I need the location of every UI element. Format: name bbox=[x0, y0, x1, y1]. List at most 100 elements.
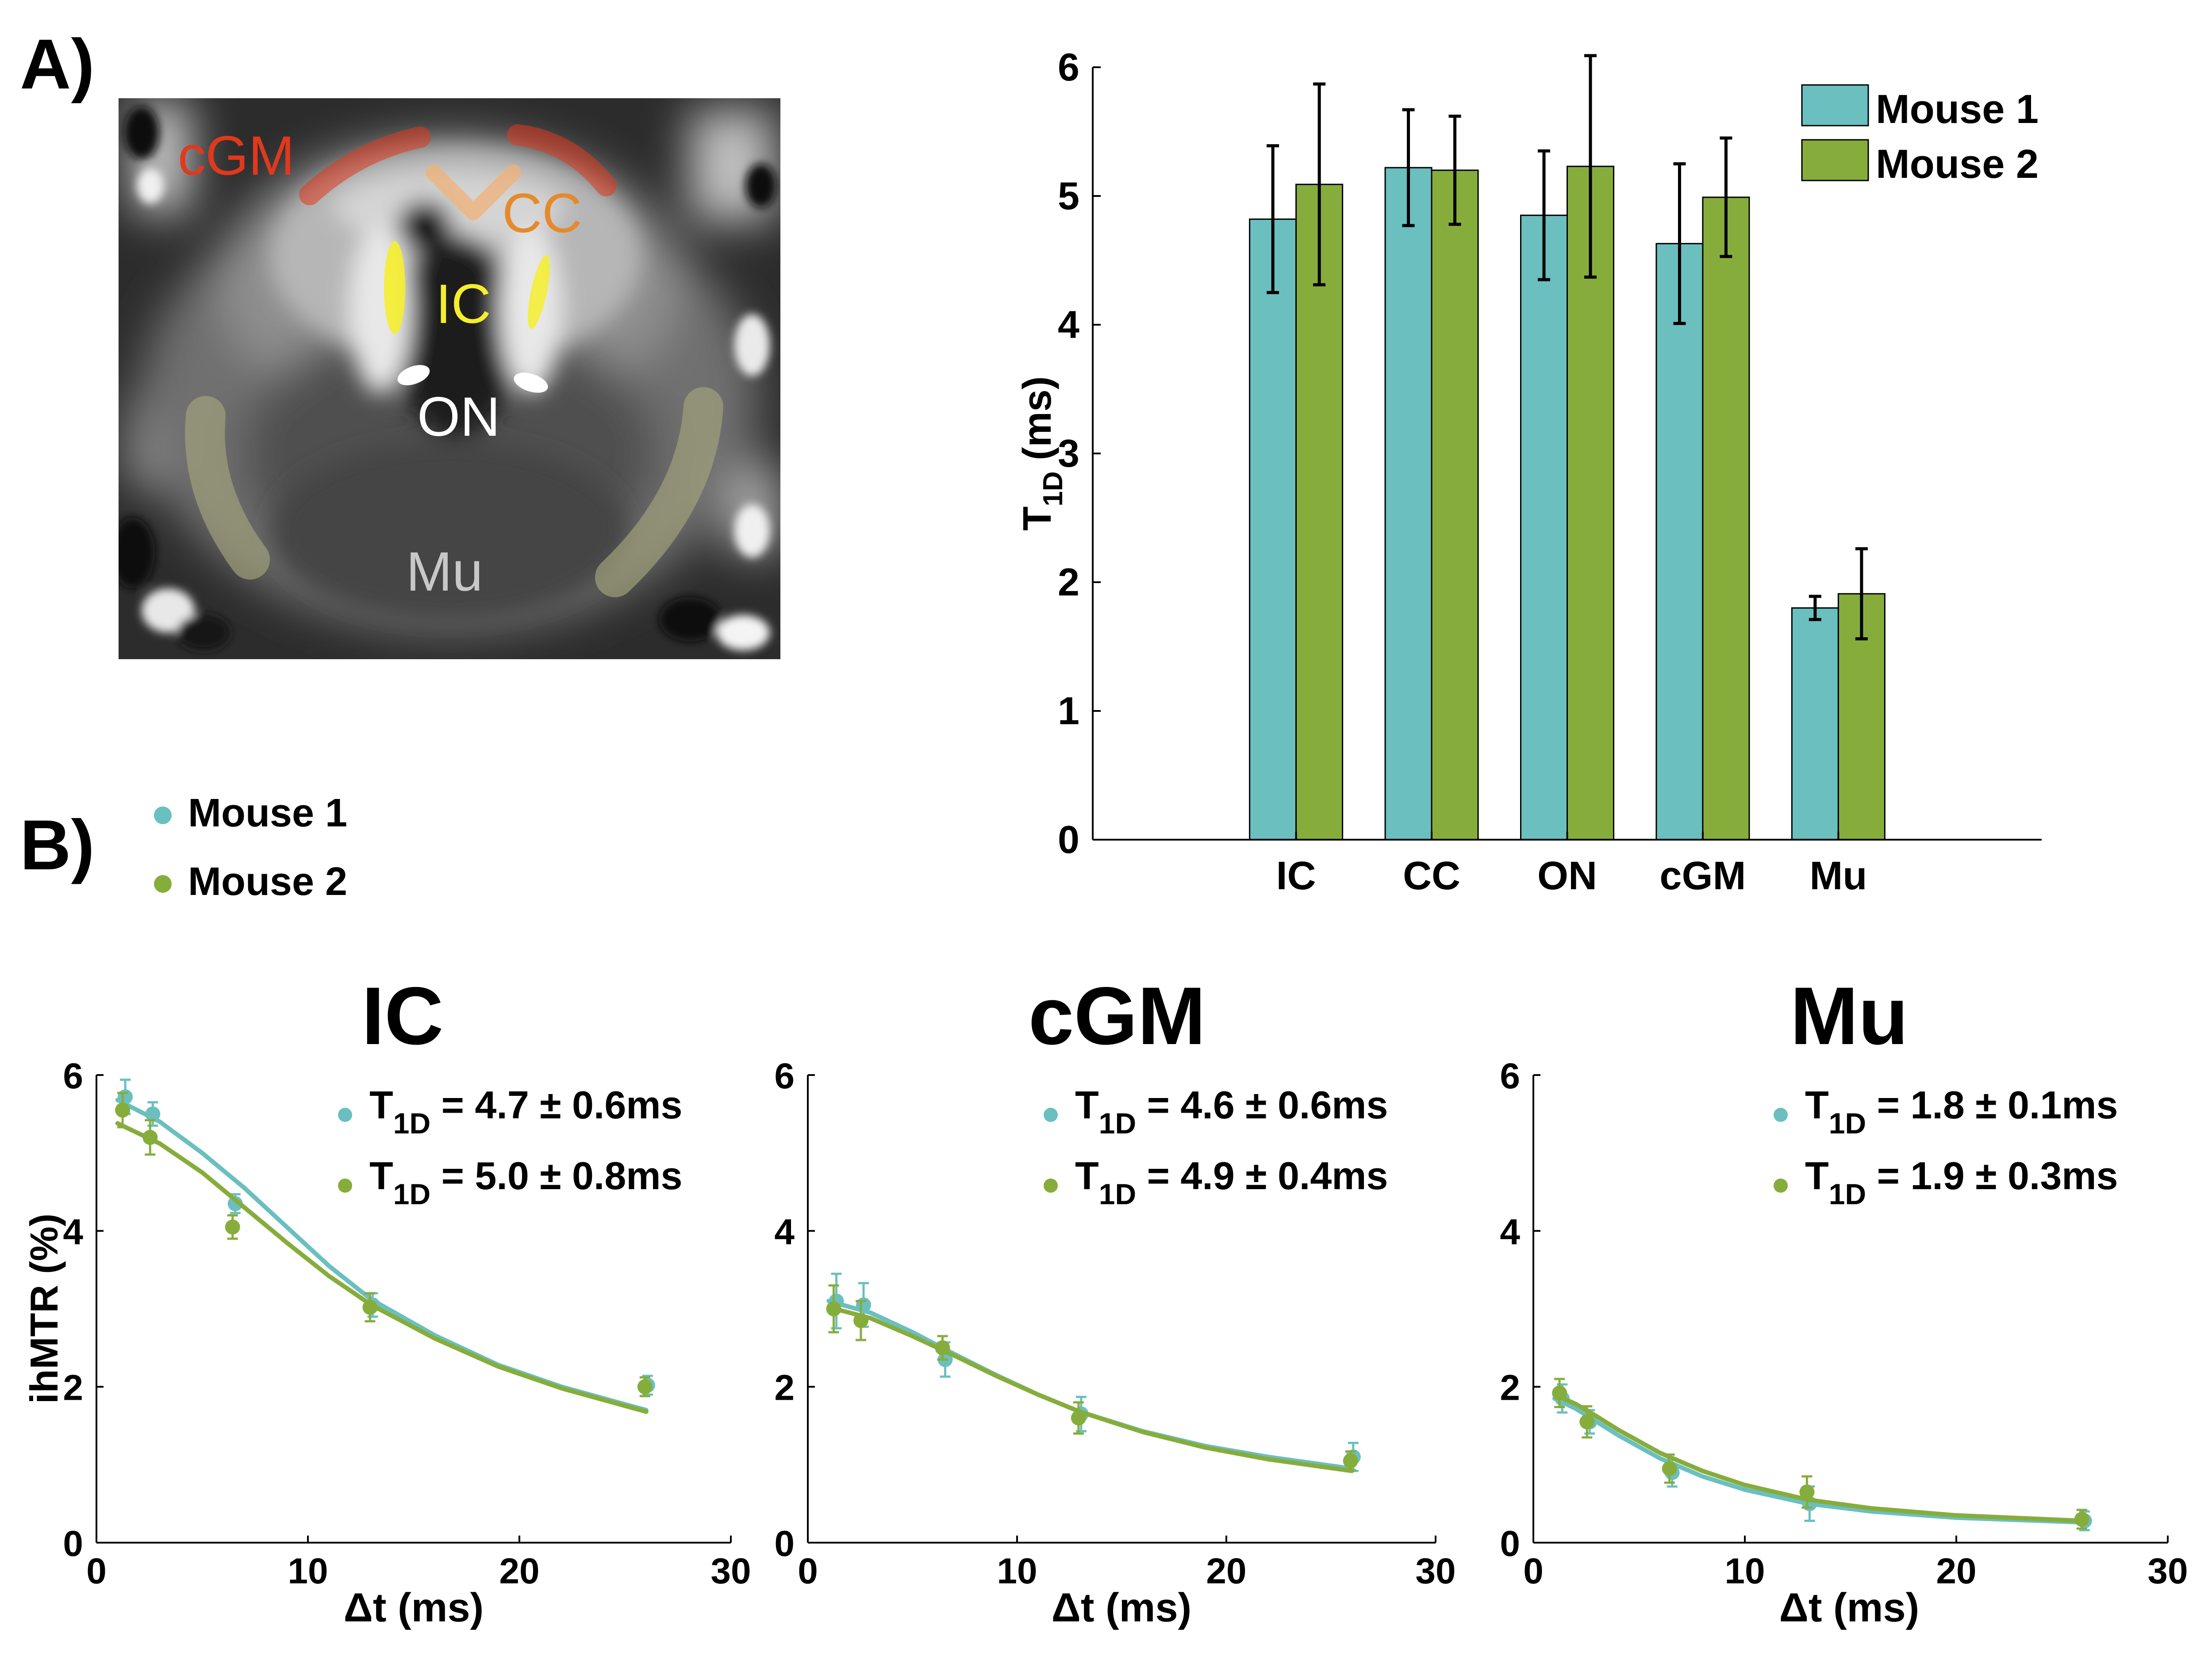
legend-b-marker-mouse1 bbox=[154, 806, 172, 824]
bar-cgm-mouse1 bbox=[1655, 243, 1704, 841]
bar-cc-mouse1 bbox=[1384, 167, 1432, 841]
data-point-ic-mouse2 bbox=[362, 1299, 378, 1315]
data-point-cgm-mouse1 bbox=[856, 1297, 871, 1313]
bar-ytick-label: 6 bbox=[1058, 45, 1079, 89]
fit-curve-ic-mouse1 bbox=[115, 1098, 649, 1413]
errorbar-cc-mouse1 bbox=[1402, 108, 1415, 227]
roi-ic-left bbox=[384, 241, 405, 334]
scatter-title-cgm: cGM bbox=[1029, 971, 1206, 1062]
fit-label-cgm-mouse1: T1D = 4.6 ± 0.6ms bbox=[1075, 1083, 1388, 1140]
bar-legend-label-mouse2: Mouse 2 bbox=[1876, 142, 2039, 187]
bar-ytick-label: 2 bbox=[1058, 560, 1079, 604]
bar-xtick-label-on: ON bbox=[1537, 854, 1597, 898]
bar-chart-xticks: IC CC ON cGM Mu bbox=[1276, 832, 1867, 898]
bar-chart-yticks: 0 1 2 3 4 5 6 bbox=[1058, 45, 1101, 861]
roi-label-cc: CC bbox=[502, 183, 582, 244]
scatter-ticks-mu: 0 10 20 30 0 2 4 6 bbox=[1500, 1056, 2188, 1591]
data-point-ic-mouse1 bbox=[118, 1089, 133, 1105]
fit-legend-marker-cgm-mouse1 bbox=[1044, 1108, 1058, 1122]
fit-curve-cgm-mouse2 bbox=[826, 1305, 1354, 1473]
fit-label-cgm-mouse2: T1D = 4.9 ± 0.4ms bbox=[1075, 1154, 1388, 1210]
xtick-label-ic: 10 bbox=[288, 1551, 328, 1591]
roi-on-right bbox=[514, 373, 548, 393]
ytick-label-ic: 0 bbox=[63, 1524, 83, 1564]
data-point-ic-mouse2 bbox=[637, 1379, 653, 1394]
fit-curve-mu-mouse2 bbox=[1552, 1392, 2085, 1523]
legend-b: Mouse 1 Mouse 2 bbox=[154, 791, 347, 904]
roi-on-left bbox=[397, 365, 430, 385]
data-point-ic-mouse2 bbox=[225, 1219, 240, 1235]
ytick-label-cgm: 0 bbox=[774, 1524, 795, 1564]
bar-legend-label-mouse1: Mouse 1 bbox=[1876, 87, 2039, 132]
data-point-mu-mouse2 bbox=[1662, 1461, 1677, 1476]
fit-legend-cgm: T1D = 4.6 ± 0.6ms T1D = 4.9 ± 0.4ms bbox=[1044, 1083, 1388, 1210]
roi-mu-left bbox=[185, 396, 270, 580]
scatter-title-ic: IC bbox=[362, 971, 444, 1062]
fit-legend-marker-mu-mouse1 bbox=[1774, 1108, 1788, 1122]
fit-label-mu-mouse1: T1D = 1.8 ± 0.1ms bbox=[1805, 1083, 2118, 1140]
fit-curve-ic-mouse2 bbox=[115, 1121, 649, 1414]
data-point-mu-mouse2 bbox=[1799, 1484, 1815, 1500]
roi-mu-right bbox=[595, 387, 723, 597]
scatter-title-mu: Mu bbox=[1790, 971, 1908, 1062]
data-point-cgm-mouse2 bbox=[853, 1313, 868, 1328]
roi-cgm-left bbox=[299, 127, 431, 205]
bar-xtick-label-ic: IC bbox=[1276, 854, 1316, 898]
bar-ytick-label: 5 bbox=[1058, 174, 1079, 218]
bar-ytick-label: 4 bbox=[1058, 303, 1079, 346]
ytick-label-mu: 6 bbox=[1500, 1056, 1520, 1096]
fit-curve-cgm-mouse1 bbox=[826, 1298, 1354, 1471]
roi-cgm-right bbox=[507, 124, 617, 196]
xtick-label-mu: 30 bbox=[2147, 1551, 2188, 1591]
data-point-ic-mouse1 bbox=[227, 1196, 243, 1211]
errorbar-on-mouse1 bbox=[1538, 149, 1550, 281]
scatter-xlabel-cgm: Δt (ms) bbox=[1052, 1585, 1192, 1630]
data-point-ic-mouse2 bbox=[115, 1102, 131, 1118]
scatter-marks-ic bbox=[115, 1079, 655, 1414]
fit-legend-marker-ic-mouse2 bbox=[338, 1179, 352, 1193]
data-point-cgm-mouse2 bbox=[935, 1340, 950, 1356]
legend-b-label-mouse2: Mouse 2 bbox=[188, 860, 347, 904]
bar-cc-mouse2 bbox=[1431, 169, 1479, 841]
ytick-label-mu: 4 bbox=[1500, 1212, 1520, 1252]
bar-on-mouse1 bbox=[1520, 215, 1568, 841]
ytick-label-cgm: 2 bbox=[774, 1368, 795, 1408]
roi-label-cgm: cGM bbox=[178, 125, 295, 187]
xtick-label-cgm: 0 bbox=[798, 1551, 818, 1591]
xtick-label-mu: 20 bbox=[1936, 1551, 1976, 1591]
panel-label-a: A) bbox=[20, 24, 95, 104]
scatter-ticks-cgm: 0 10 20 30 0 2 4 6 bbox=[774, 1056, 1455, 1591]
data-point-mu-mouse2 bbox=[1579, 1414, 1595, 1429]
panel-label-b: B) bbox=[20, 805, 95, 884]
scatter-ticks-ic: 0 10 20 30 0 2 4 6 bbox=[63, 1056, 751, 1591]
bar-ic-mouse1 bbox=[1249, 218, 1297, 841]
scatter-xlabel-ic: Δt (ms) bbox=[344, 1585, 484, 1630]
bar-legend-swatch-mouse2 bbox=[1801, 139, 1869, 181]
bar-cgm-mouse2 bbox=[1702, 196, 1750, 841]
bar-ic-mouse2 bbox=[1295, 184, 1344, 841]
xtick-label-cgm: 10 bbox=[997, 1551, 1037, 1591]
xtick-label-ic: 20 bbox=[499, 1551, 539, 1591]
fit-legend-marker-cgm-mouse2 bbox=[1044, 1179, 1058, 1193]
data-point-ic-mouse1 bbox=[145, 1106, 161, 1122]
legend-b-marker-mouse2 bbox=[154, 875, 172, 893]
bar-chart-legend: Mouse 1 Mouse 2 bbox=[1801, 84, 2039, 187]
ytick-label-cgm: 4 bbox=[774, 1212, 795, 1252]
bar-chart-marks bbox=[1249, 54, 1886, 841]
ytick-label-cgm: 6 bbox=[774, 1056, 795, 1096]
legend-b-label-mouse1: Mouse 1 bbox=[188, 791, 347, 835]
xtick-label-ic: 30 bbox=[710, 1551, 751, 1591]
ytick-label-ic: 6 bbox=[63, 1056, 83, 1096]
mri-image: cGM CC IC ON Mu bbox=[119, 98, 780, 659]
xtick-label-cgm: 20 bbox=[1206, 1551, 1246, 1591]
data-point-cgm-mouse2 bbox=[1343, 1453, 1358, 1469]
xtick-label-ic: 0 bbox=[86, 1551, 107, 1591]
bar-ytick-label: 0 bbox=[1058, 818, 1079, 861]
roi-label-ic: IC bbox=[436, 273, 491, 335]
errorbar-cgm-mouse2 bbox=[1720, 136, 1732, 258]
scatter-ylabel-ic: ihMTR (%) bbox=[22, 1214, 66, 1404]
bar-ytick-label: 1 bbox=[1058, 689, 1079, 733]
ytick-label-mu: 2 bbox=[1500, 1368, 1520, 1408]
fit-legend-marker-mu-mouse2 bbox=[1774, 1179, 1788, 1193]
